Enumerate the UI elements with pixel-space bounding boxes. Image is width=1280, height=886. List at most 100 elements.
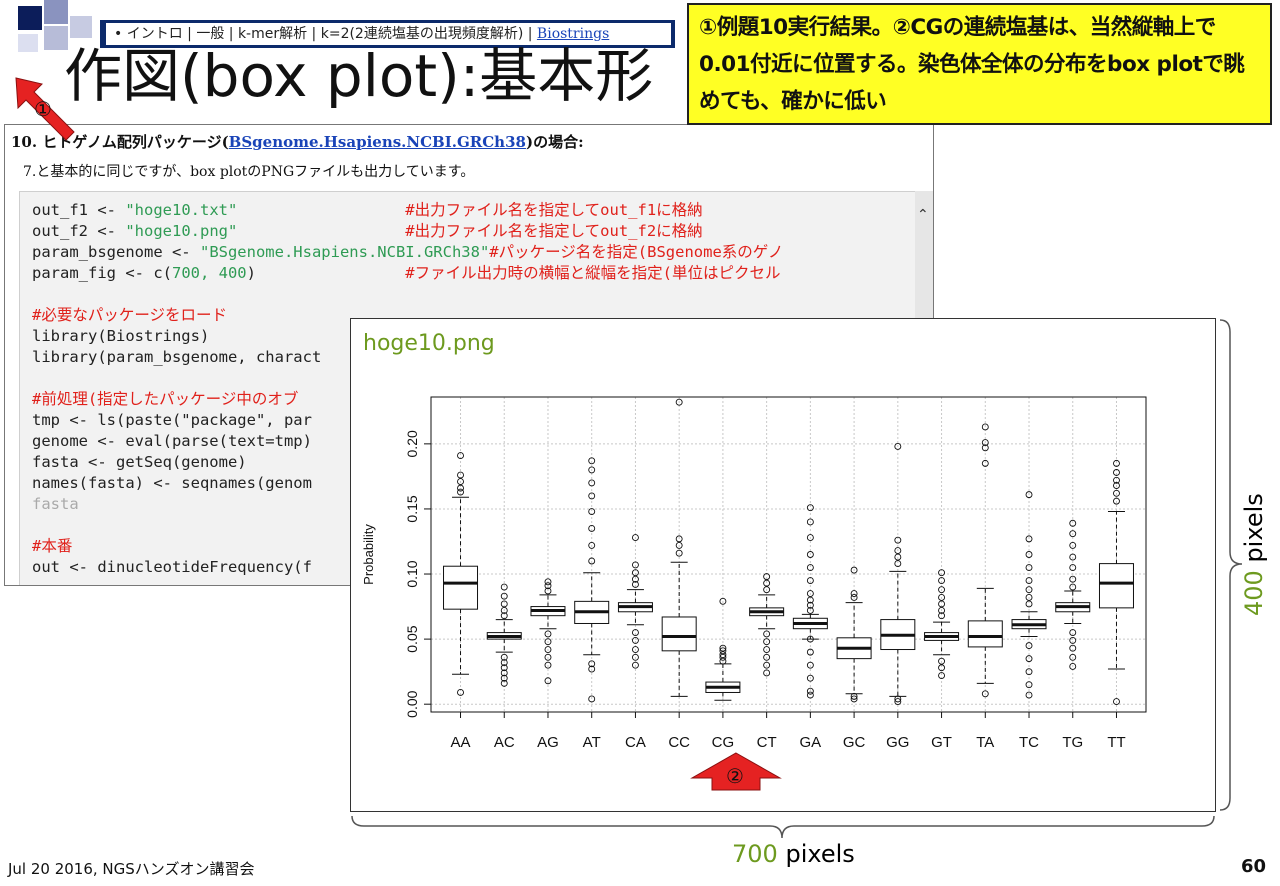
deco-square-light (44, 26, 68, 50)
outlier-point (500, 653, 508, 661)
y-tick-label: 0.15 (404, 495, 420, 522)
page-number: 60 (1240, 856, 1266, 877)
code-token: names(fasta) <- seqnames(genom (32, 474, 312, 492)
outlier-point (544, 646, 552, 653)
x-tick-label: AC (494, 734, 515, 751)
code-line: genome <- eval(parse(text=tmp) (32, 431, 920, 452)
outlier-point (763, 630, 771, 638)
outlier-point (544, 582, 552, 590)
outlier-point (1069, 541, 1077, 549)
outlier-point (500, 669, 508, 677)
outlier-point (894, 547, 902, 555)
outlier-point (1025, 586, 1033, 594)
code-string: 700, 400 (171, 264, 247, 282)
code-line: out_f2 <- "hoge10.png" #出力ファイル名を指定してout_… (32, 221, 920, 242)
outlier-point (588, 665, 596, 673)
outlier-point (894, 560, 902, 568)
outlier-point (1025, 642, 1033, 650)
code-token: library(param_bsgenome, charact (32, 348, 322, 366)
outlier-point (500, 600, 508, 608)
code-line: library(Biostrings) (32, 326, 920, 347)
biostrings-link[interactable]: Biostrings (536, 26, 610, 42)
outlier-point (588, 508, 596, 515)
code-token: out <- dinucleotideFrequency(f (32, 558, 312, 576)
outlier-point (850, 566, 858, 574)
code-line: out_f1 <- "hoge10.txt" #出力ファイル名を指定してout_… (32, 200, 920, 221)
outlier-point (500, 664, 508, 672)
outlier-point (1025, 564, 1033, 571)
code-token: out_f2 <- (32, 222, 126, 240)
outlier-point (1069, 519, 1077, 527)
code-line (32, 284, 920, 305)
outlier-point (1025, 551, 1033, 558)
outlier-point (981, 439, 989, 447)
outlier-point (1069, 564, 1077, 571)
x-tick-label: GG (886, 734, 909, 751)
outlier-point (1025, 491, 1033, 499)
outlier-point (850, 590, 858, 597)
outlier-point (1113, 459, 1120, 467)
outlier-point (457, 478, 464, 486)
outlier-point (719, 651, 727, 659)
outlier-point (981, 690, 989, 698)
code-comment: #ファイル出力時の横幅と縦幅を指定(単位はピクセル (405, 264, 781, 282)
outlier-point (850, 594, 858, 601)
outlier-point (719, 597, 727, 605)
outlier-point (938, 594, 946, 601)
outlier-point (457, 484, 464, 492)
bsgenome-link[interactable]: BSgenome.Hsapiens.NCBI.GRCh38 (228, 133, 526, 151)
outlier-point (1025, 681, 1033, 689)
outlier-point (763, 573, 771, 581)
outlier-point (1113, 497, 1120, 505)
outlier-point (806, 518, 814, 526)
x-tick-label: CG (712, 734, 735, 751)
outlier-point (500, 612, 508, 620)
outlier-point (806, 590, 814, 597)
outlier-point (719, 653, 727, 661)
marker-1-arrow-icon: ① (15, 77, 75, 141)
breadcrumb: • イントロ | 一般 | k-mer解析 | k=2(2連続塩基の出現頻度解析… (106, 23, 671, 45)
outlier-point (457, 471, 464, 479)
width-label: 700 pixels (732, 840, 855, 868)
code-comment: #前処理(指定したパッケージ中のオブ (32, 390, 299, 408)
deco-square-dark (18, 6, 42, 30)
outlier-point (457, 689, 464, 696)
outlier-point (1113, 482, 1120, 489)
outlier-point (631, 653, 639, 661)
doc-heading: 10. ヒトゲノム配列パッケージ(BSgenome.Hsapiens.NCBI.… (11, 131, 584, 152)
x-tick-label: AA (451, 734, 471, 751)
outlier-point (588, 541, 596, 549)
outlier-point (1025, 668, 1033, 676)
deco-square-light-2 (70, 16, 92, 38)
code-token: fasta (32, 495, 79, 513)
code-string: "hoge10.txt" (125, 201, 238, 219)
plot-frame (430, 396, 1147, 713)
outlier-point (894, 553, 902, 561)
chart-panel: hoge10.png AA AC AG AT CA CC CG CT GA GC GG GT TA TC T… (350, 318, 1216, 812)
outlier-point (500, 592, 508, 600)
code-line: param_fig <- c(700, 400) #ファイル出力時の横幅と縦幅を… (32, 264, 781, 282)
marker-1-label: ① (34, 97, 52, 121)
code-line: names(fasta) <- seqnames(genom (32, 473, 920, 494)
outlier-point (544, 677, 552, 685)
box-CC (661, 616, 697, 652)
chart-filename: hoge10.png (363, 331, 495, 356)
doc-description: 7.と基本的に同じですが、box plotのPNGファイルも出力しています。 (23, 164, 475, 180)
outlier-point (631, 534, 639, 542)
x-tick-label: GC (843, 734, 866, 751)
x-tick-label: TA (976, 734, 994, 751)
outlier-point (806, 551, 814, 558)
height-number: 400 (1240, 570, 1268, 616)
outlier-point (588, 557, 596, 565)
code-string: "BSgenome.Hsapiens.NCBI.GRCh38" (199, 243, 490, 261)
outlier-point (763, 646, 771, 653)
outlier-point (806, 564, 814, 571)
outlier-point (806, 596, 814, 604)
outlier-point (981, 459, 989, 467)
outlier-point (1069, 575, 1077, 583)
outlier-point (500, 607, 508, 614)
scroll-up-icon[interactable]: ⌃ (917, 207, 929, 223)
outlier-point (500, 659, 508, 666)
width-brace (351, 815, 1215, 839)
code-line: tmp <- ls(paste("package", par (32, 410, 920, 431)
